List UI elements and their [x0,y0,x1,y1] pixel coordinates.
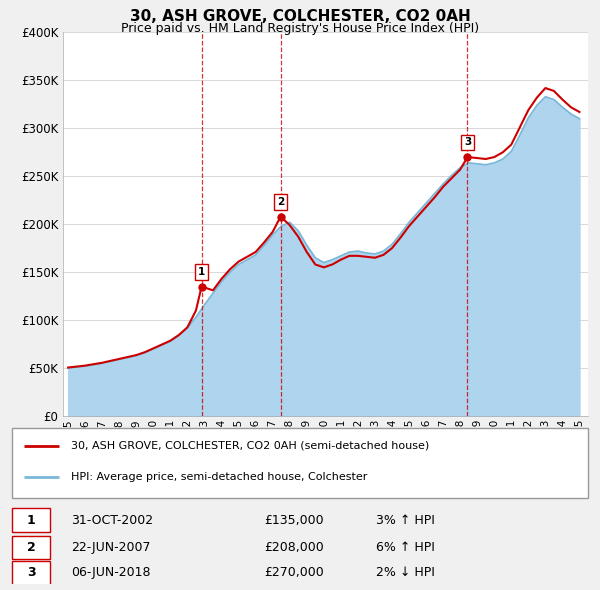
Text: 06-JUN-2018: 06-JUN-2018 [71,566,150,579]
Text: £208,000: £208,000 [265,541,325,554]
Text: £135,000: £135,000 [265,514,325,527]
Bar [12,509,50,532]
Bar [12,561,50,585]
Text: Price paid vs. HM Land Registry's House Price Index (HPI): Price paid vs. HM Land Registry's House … [121,22,479,35]
Text: 22-JUN-2007: 22-JUN-2007 [71,541,150,554]
Bar [12,428,588,498]
Text: 2% ↓ HPI: 2% ↓ HPI [376,566,436,579]
Text: 30, ASH GROVE, COLCHESTER, CO2 0AH (semi-detached house): 30, ASH GROVE, COLCHESTER, CO2 0AH (semi… [71,441,429,451]
Text: 3: 3 [464,137,471,148]
Text: 30, ASH GROVE, COLCHESTER, CO2 0AH: 30, ASH GROVE, COLCHESTER, CO2 0AH [130,9,470,24]
Text: 31-OCT-2002: 31-OCT-2002 [71,514,153,527]
Bar [12,536,50,559]
Text: 6% ↑ HPI: 6% ↑ HPI [376,541,436,554]
Text: HPI: Average price, semi-detached house, Colchester: HPI: Average price, semi-detached house,… [71,473,367,483]
Text: 1: 1 [27,514,35,527]
Text: 2: 2 [277,197,284,207]
Text: 3% ↑ HPI: 3% ↑ HPI [376,514,436,527]
Text: 3: 3 [27,566,35,579]
Text: 1: 1 [198,267,205,277]
Text: £270,000: £270,000 [265,566,325,579]
Text: 2: 2 [27,541,35,554]
